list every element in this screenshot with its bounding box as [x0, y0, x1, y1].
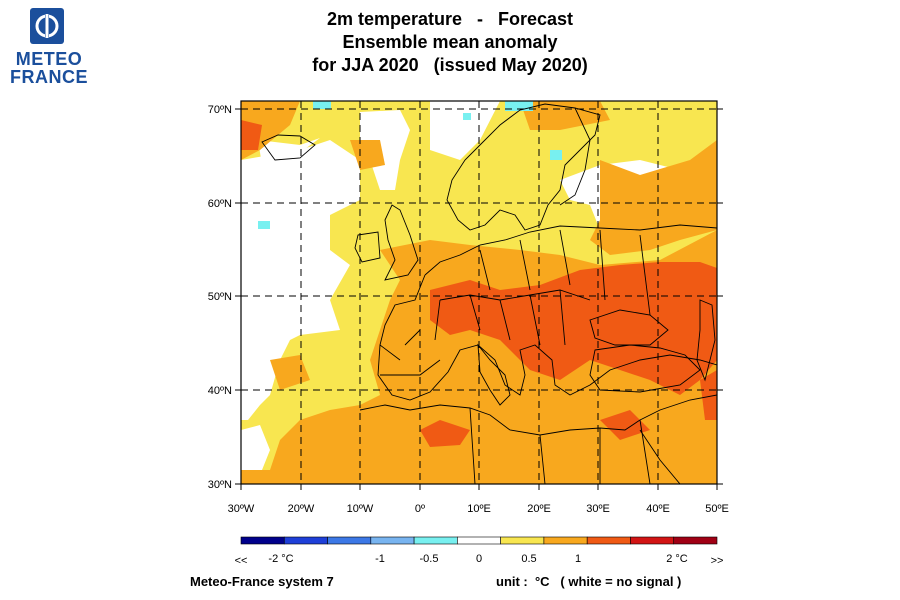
lon-tick-label: 30ºE [586, 503, 610, 515]
legend-label: 2 °C [666, 553, 688, 565]
lon-tick-label: 0º [415, 503, 425, 515]
lon-tick-label: 40ºE [646, 503, 670, 515]
legend-label: 1 [575, 553, 581, 565]
color-legend-bar [240, 536, 718, 545]
legend-swatch [327, 536, 372, 545]
meteo-france-logo: METEO FRANCE [8, 8, 90, 92]
legend-swatch [283, 536, 328, 545]
lon-tick-label: 30ºW [228, 503, 255, 515]
title-line1: 2m temperature - Forecast [326, 9, 574, 29]
legend-swatch [673, 536, 718, 545]
lon-tick-label: 10ºE [467, 503, 491, 515]
legend-swatch [413, 536, 458, 545]
legend-label: -1 [375, 553, 385, 565]
legend-swatch [370, 536, 415, 545]
lat-tick-label: 50ºN [208, 291, 232, 303]
legend-label: -2 °C [268, 553, 293, 565]
gridlines [241, 101, 717, 484]
unit-note: unit : °C ( white = no signal ) [496, 574, 682, 589]
title-line3: for JJA 2020 (issued May 2020) [312, 55, 588, 75]
legend-swatch [457, 536, 501, 545]
legend-swatch [543, 536, 588, 545]
title-line2: Ensemble mean anomaly [342, 32, 558, 52]
lon-tick-label: 20ºW [288, 503, 315, 515]
legend-swatch [630, 536, 675, 545]
lon-tick-label: 50ºE [705, 503, 729, 515]
lat-tick-label: 60ºN [208, 198, 232, 210]
legend-swatch [500, 536, 545, 545]
map-title: 2m temperature - Forecast Ensemble mean … [240, 8, 660, 77]
logo-line2: FRANCE [10, 67, 88, 87]
legend-label: >> [711, 555, 724, 567]
legend-label: -0.5 [420, 553, 439, 565]
legend-swatch [586, 536, 631, 545]
lat-tick-label: 30ºN [208, 479, 232, 491]
lat-tick-label: 70ºN [208, 104, 232, 116]
legend-label: << [235, 555, 248, 567]
lon-tick-label: 20ºE [527, 503, 551, 515]
lon-tick-label: 10ºW [347, 503, 374, 515]
legend-label: 0 [476, 553, 482, 565]
coastlines [261, 103, 717, 484]
logo-line1: METEO [15, 49, 83, 69]
model-name: Meteo-France system 7 [190, 574, 334, 589]
legend-swatch [240, 536, 285, 545]
legend-label: 0.5 [521, 553, 536, 565]
meteo-france-emblem-icon [30, 8, 64, 44]
lat-tick-label: 40ºN [208, 385, 232, 397]
